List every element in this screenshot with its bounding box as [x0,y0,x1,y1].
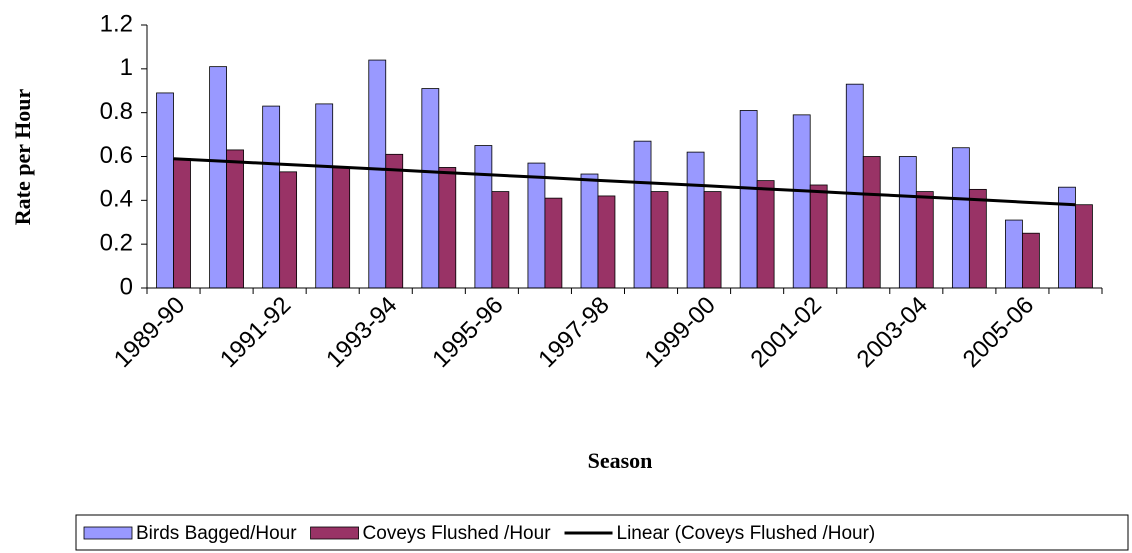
y-tick-label: 0 [120,273,133,300]
legend-label: Linear (Coveys Flushed /Hour) [617,523,876,544]
bar [792,114,811,289]
bar [474,145,493,289]
bar [898,156,917,289]
bar [809,184,828,289]
trend-line [173,157,1076,207]
bar [279,171,298,289]
bar [915,191,934,289]
legend-label: Birds Bagged/Hour [136,523,297,544]
bar [173,158,191,289]
x-tick-label: 1989-90 [109,292,190,373]
bar [862,156,881,289]
bar [262,105,281,289]
bar [315,103,334,289]
y-tick-label: 0.2 [100,230,133,257]
bar [156,92,174,289]
bar [633,140,652,289]
x-tick-label: 1999-00 [639,292,720,373]
legend-label: Coveys Flushed /Hour [363,523,552,544]
bar [209,66,227,289]
y-tick-label: 1.2 [100,10,133,37]
bar [580,173,599,289]
bar [597,195,616,289]
bar [527,162,546,289]
bar [756,180,775,289]
bar [1058,186,1076,289]
bar [739,110,758,289]
bar [332,167,351,289]
bar [438,167,457,289]
bar [686,151,705,289]
y-tick-label: 0.8 [100,98,133,125]
x-tick-label: 2005-06 [958,292,1039,373]
bar [951,147,970,289]
bar [491,191,510,289]
bar [226,149,244,289]
bar [385,153,404,289]
bar [1075,204,1093,289]
y-tick-label: 1 [120,54,133,81]
y-tick-label: 0.6 [100,142,133,169]
y-tick-label: 0.4 [100,186,133,213]
x-tick-label: 2003-04 [852,292,933,373]
x-tick-label: 2001-02 [746,292,827,373]
bar [421,88,440,289]
legend-swatch [310,526,359,540]
bar [1022,232,1040,289]
bar [544,197,563,289]
y-axis-title: Rate per Hour [10,89,35,226]
bar [968,188,987,289]
bar [1005,219,1023,289]
x-tick-label: 1993-94 [321,292,402,373]
legend-swatch [83,526,133,540]
x-axis-title: Season [588,448,653,473]
bar [845,83,864,289]
bar [368,59,387,289]
x-tick-label: 1991-92 [215,292,296,373]
bar [650,191,669,289]
x-tick-label: 1997-98 [533,292,614,373]
x-tick-label: 1995-96 [427,292,508,373]
bar [703,191,722,289]
